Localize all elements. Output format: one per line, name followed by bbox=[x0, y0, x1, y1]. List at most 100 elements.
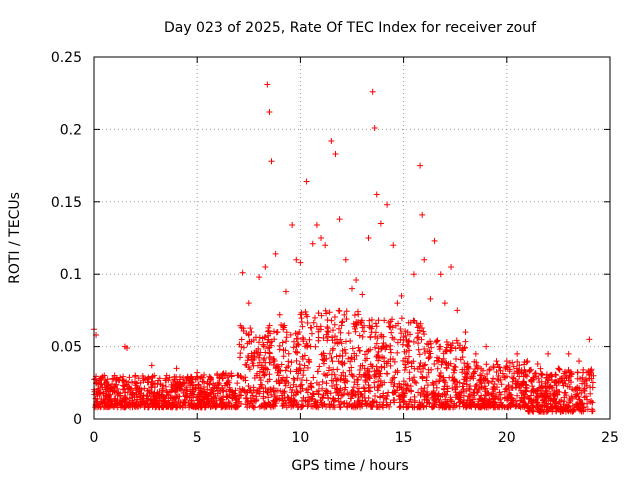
data-point-band bbox=[420, 328, 427, 335]
data-point bbox=[169, 384, 176, 391]
data-point-band bbox=[207, 375, 214, 382]
data-point-band bbox=[251, 404, 258, 411]
data-point-band bbox=[502, 394, 509, 401]
data-point-band bbox=[376, 373, 383, 380]
data-point bbox=[353, 276, 360, 283]
data-point-band bbox=[373, 363, 380, 370]
data-point-band bbox=[493, 368, 500, 375]
data-point-band bbox=[384, 401, 391, 408]
data-point bbox=[336, 216, 343, 223]
x-tick-label: 20 bbox=[498, 430, 516, 446]
data-point-band bbox=[250, 355, 257, 362]
data-point-band bbox=[376, 393, 383, 400]
data-point-band bbox=[385, 358, 392, 365]
data-point-band bbox=[245, 364, 252, 371]
data-point-band bbox=[495, 372, 502, 379]
data-point-band bbox=[547, 372, 554, 379]
data-point-band bbox=[265, 327, 272, 334]
data-point-band bbox=[143, 395, 150, 402]
data-point-band bbox=[478, 383, 485, 390]
data-point-band bbox=[415, 346, 422, 353]
data-point-band bbox=[337, 376, 344, 383]
data-point-band bbox=[97, 381, 104, 388]
data-point-band bbox=[509, 374, 516, 381]
data-point-band bbox=[463, 387, 470, 394]
data-point-band bbox=[315, 328, 322, 335]
data-point-band bbox=[262, 365, 269, 372]
data-point-band bbox=[271, 328, 278, 335]
data-point-band bbox=[514, 392, 521, 399]
data-point-band bbox=[125, 385, 132, 392]
data-point-band bbox=[349, 372, 356, 379]
data-point-band bbox=[390, 356, 397, 363]
data-point-band bbox=[133, 391, 140, 398]
data-point bbox=[441, 300, 448, 307]
data-point-band bbox=[481, 386, 488, 393]
data-point bbox=[194, 369, 201, 376]
data-point-band bbox=[200, 389, 207, 396]
data-point-band bbox=[335, 325, 342, 332]
data-point-band bbox=[379, 402, 386, 409]
data-point-band bbox=[278, 361, 285, 368]
data-point-band bbox=[437, 403, 444, 410]
data-point-band bbox=[267, 330, 274, 337]
data-point-band bbox=[494, 361, 501, 368]
data-point-band bbox=[374, 367, 381, 374]
data-point-band bbox=[348, 395, 355, 402]
data-point-band bbox=[507, 400, 514, 407]
data-point-band bbox=[225, 372, 232, 379]
data-point-band bbox=[410, 317, 417, 324]
data-point-band bbox=[337, 404, 344, 411]
data-point-band bbox=[440, 350, 447, 357]
data-point-band bbox=[325, 394, 332, 401]
data-point-band bbox=[469, 394, 476, 401]
data-point-band bbox=[486, 396, 493, 403]
data-point-band bbox=[353, 401, 360, 408]
data-point-band bbox=[134, 396, 141, 403]
data-point-band bbox=[433, 395, 440, 402]
data-point-band bbox=[410, 338, 417, 345]
data-point-band bbox=[445, 362, 452, 369]
data-point-band bbox=[319, 378, 326, 385]
data-point-band bbox=[484, 370, 491, 377]
data-point-band bbox=[335, 395, 342, 402]
data-point-band bbox=[337, 398, 344, 405]
data-point-band bbox=[117, 374, 124, 381]
data-point-band bbox=[411, 399, 418, 406]
data-point-band bbox=[389, 377, 396, 384]
data-point-band bbox=[224, 402, 231, 409]
data-point-band bbox=[240, 375, 247, 382]
y-tick-label: 0 bbox=[73, 412, 82, 428]
data-point-band bbox=[404, 404, 411, 411]
data-point-band bbox=[233, 403, 240, 410]
data-point-band bbox=[359, 362, 366, 369]
data-point-band bbox=[483, 361, 490, 368]
data-point-band bbox=[517, 387, 524, 394]
data-point-band bbox=[101, 403, 108, 410]
data-point-band bbox=[179, 380, 186, 387]
data-point-band bbox=[371, 384, 378, 391]
data-point-band bbox=[366, 317, 373, 324]
data-point-band bbox=[114, 401, 121, 408]
data-point-band bbox=[411, 378, 418, 385]
data-point-band bbox=[297, 382, 304, 389]
data-point-band bbox=[523, 373, 530, 380]
data-point-band bbox=[245, 352, 252, 359]
data-point-band bbox=[421, 346, 428, 353]
data-point-band bbox=[580, 366, 587, 373]
data-point-band bbox=[461, 360, 468, 367]
data-point-band bbox=[505, 404, 512, 411]
data-point-band bbox=[122, 402, 129, 409]
data-point-band bbox=[285, 379, 292, 386]
data-point-band bbox=[126, 386, 133, 393]
data-point-band bbox=[362, 379, 369, 386]
data-point-band bbox=[301, 352, 308, 359]
data-point-band bbox=[248, 350, 255, 357]
data-point bbox=[309, 240, 316, 247]
data-point bbox=[448, 263, 455, 270]
data-point-band bbox=[213, 400, 220, 407]
data-point-band bbox=[123, 378, 130, 385]
data-point-band bbox=[188, 402, 195, 409]
data-point-band bbox=[288, 403, 295, 410]
